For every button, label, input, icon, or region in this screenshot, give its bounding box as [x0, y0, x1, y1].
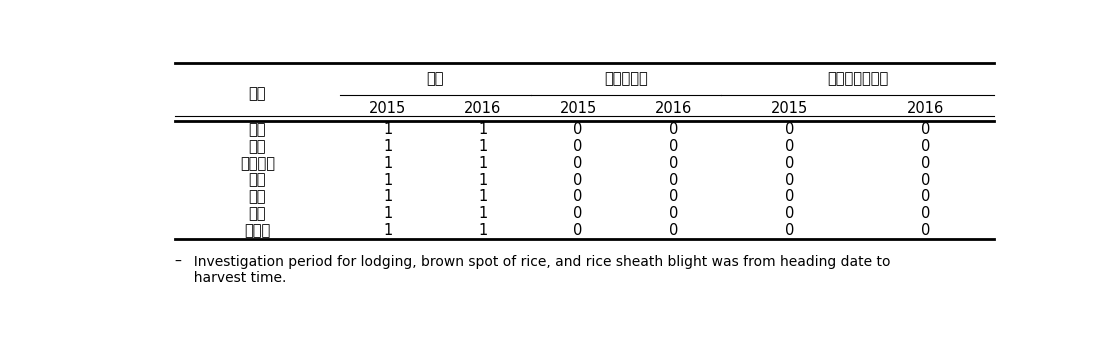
Text: 품종: 품종 [248, 86, 266, 101]
Text: 2016: 2016 [908, 101, 944, 116]
Text: 0: 0 [669, 156, 678, 171]
Text: 1: 1 [478, 122, 488, 137]
Text: 신동진: 신동진 [244, 223, 271, 238]
Text: 0: 0 [921, 173, 931, 188]
Text: 0: 0 [784, 189, 793, 204]
Text: 0: 0 [921, 122, 931, 137]
Text: 1: 1 [383, 173, 393, 188]
Text: 1: 1 [478, 139, 488, 154]
Text: 0: 0 [669, 223, 678, 238]
Text: 잎집무니마름병: 잎집무니마름병 [827, 71, 888, 87]
Text: 0: 0 [669, 122, 678, 137]
Text: 0: 0 [921, 189, 931, 204]
Text: 1: 1 [383, 156, 393, 171]
Text: 2015: 2015 [771, 101, 808, 116]
Text: 1: 1 [383, 122, 393, 137]
Text: 2015: 2015 [369, 101, 406, 116]
Text: 0: 0 [573, 189, 583, 204]
Text: 1: 1 [478, 173, 488, 188]
Text: –: – [175, 255, 181, 269]
Text: 1: 1 [383, 189, 393, 204]
Text: 0: 0 [669, 189, 678, 204]
Text: 1: 1 [383, 206, 393, 221]
Text: 도복: 도복 [426, 71, 444, 87]
Text: 영호진미: 영호진미 [239, 156, 275, 171]
Text: 현품: 현품 [248, 189, 266, 204]
Text: 0: 0 [784, 206, 793, 221]
Text: 2016: 2016 [655, 101, 692, 116]
Text: 2016: 2016 [464, 101, 501, 116]
Text: 0: 0 [573, 122, 583, 137]
Text: 깨씨무니병: 깨씨무니병 [604, 71, 648, 87]
Text: 1: 1 [478, 189, 488, 204]
Text: 0: 0 [573, 139, 583, 154]
Text: 0: 0 [921, 139, 931, 154]
Text: Investigation period for lodging, brown spot of rice, and rice sheath blight was: Investigation period for lodging, brown … [185, 255, 891, 286]
Text: 1: 1 [383, 223, 393, 238]
Text: 호품: 호품 [248, 206, 266, 221]
Text: 1: 1 [478, 223, 488, 238]
Text: 0: 0 [573, 173, 583, 188]
Text: 미품: 미품 [248, 139, 266, 154]
Text: 0: 0 [921, 206, 931, 221]
Text: 0: 0 [784, 156, 793, 171]
Text: 0: 0 [669, 139, 678, 154]
Text: 수광: 수광 [248, 122, 266, 137]
Text: 2015: 2015 [560, 101, 596, 116]
Text: 0: 0 [573, 156, 583, 171]
Text: 0: 0 [784, 173, 793, 188]
Text: 0: 0 [669, 173, 678, 188]
Text: 0: 0 [921, 223, 931, 238]
Text: 1: 1 [478, 156, 488, 171]
Text: 1: 1 [383, 139, 393, 154]
Text: 1: 1 [478, 206, 488, 221]
Text: 0: 0 [573, 206, 583, 221]
Text: 0: 0 [784, 139, 793, 154]
Text: 해품: 해품 [248, 173, 266, 188]
Text: 0: 0 [669, 206, 678, 221]
Text: 0: 0 [573, 223, 583, 238]
Text: 0: 0 [784, 122, 793, 137]
Text: 0: 0 [921, 156, 931, 171]
Text: 0: 0 [784, 223, 793, 238]
